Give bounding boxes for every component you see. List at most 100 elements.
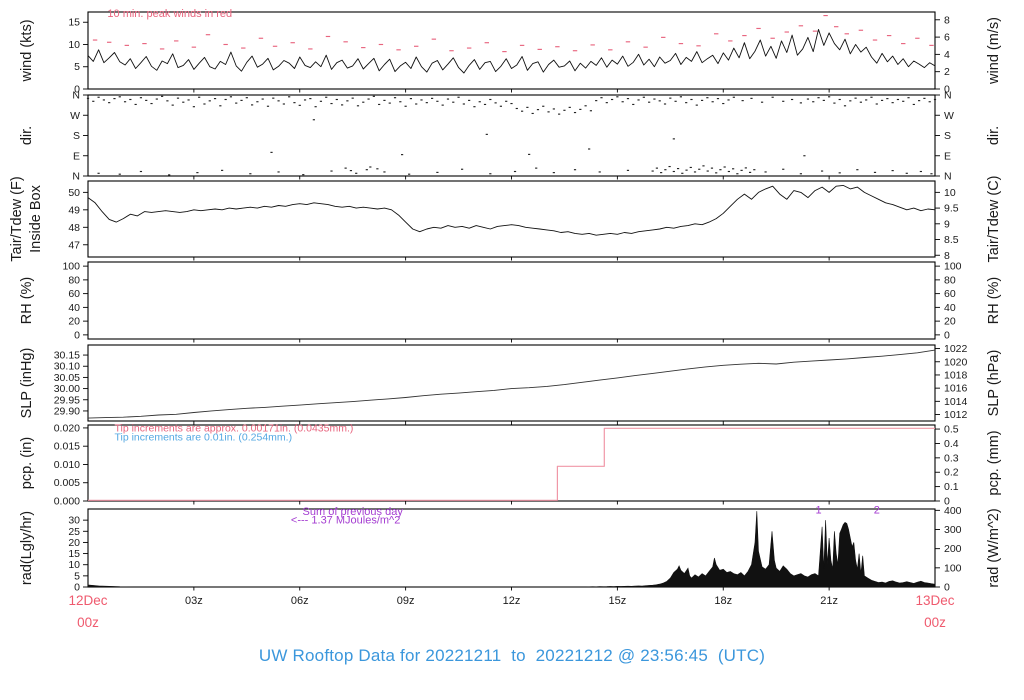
left-tick-label: 5 <box>74 570 80 582</box>
left-axis-title: rad(Lgly/hr) <box>19 511 35 585</box>
left-axis-title: Tair/Tdew (F) <box>9 176 25 261</box>
x-tick-label: 12z <box>503 595 521 607</box>
left-tick-label: 0.005 <box>54 477 80 489</box>
annotation-text: Tip increments are approx. 0.00171in. (0… <box>114 423 353 435</box>
right-axis-title: Tair/Tdew (C) <box>986 175 1002 262</box>
right-tick-label: 9.5 <box>944 203 959 215</box>
series-slp-inhg <box>87 349 936 419</box>
series-radiation-lyhr <box>87 511 936 588</box>
left-axis-title: SLP (inHg) <box>19 348 35 419</box>
annotation-text: <--- 1.37 MJoules/m^2 <box>291 514 400 526</box>
right-tick-label: 80 <box>944 274 956 286</box>
x-tick-label: 18z <box>714 595 732 607</box>
left-tick-label: 29.90 <box>54 405 80 417</box>
right-tick-label: 1016 <box>944 383 968 395</box>
left-tick-label: 48 <box>68 222 80 234</box>
x-edge-date-label: 12Dec <box>68 593 107 608</box>
right-axis-title: RH (%) <box>986 277 1002 325</box>
panel-sea-level-pressure: 29.9029.9530.0030.0530.1030.151012101410… <box>19 343 1002 425</box>
right-tick-label: 0 <box>944 329 950 341</box>
right-axis-title: dir. <box>986 126 1002 145</box>
left-tick-label: 30.10 <box>54 361 80 373</box>
panel-frame <box>87 508 936 588</box>
right-tick-label: 1020 <box>944 356 968 368</box>
right-tick-label: 4 <box>944 49 950 61</box>
right-tick-label: 1018 <box>944 369 968 381</box>
right-tick-label: 20 <box>944 316 956 328</box>
right-axis-title: SLP (hPa) <box>986 350 1002 417</box>
x-tick-label: 06z <box>291 595 309 607</box>
left-tick-label: 15 <box>68 17 80 29</box>
panel-air-temperature: 47 48 49 50 8 8.5 9 9.5 10 Tair/Tdew (F) Inside Bo… <box>9 175 1002 262</box>
series-wind-direction-deg <box>86 95 937 176</box>
right-tick-label: 8 <box>944 250 950 262</box>
panel-precipitation: 0.000 0.005 0.010 0.015 0.020 0 0.1 0.2 0.3 0.4 0.… <box>19 422 1002 507</box>
right-tick-label: 8 <box>944 14 950 26</box>
left-tick-label: 0 <box>74 84 80 96</box>
left-axis-title: pcp. (in) <box>19 437 35 489</box>
x-tick-label: 03z <box>185 595 203 607</box>
x-edge-date-label: 13Dec <box>915 593 954 608</box>
right-tick-label: 40 <box>944 302 956 314</box>
panel-wind-speed: 0 5 10 15 0 2 4 6 8 wind (kts) wind (m/s) 10 min. p… <box>19 8 1002 96</box>
left-tick-label: E <box>73 150 80 162</box>
x-edge-hour-label: 00z <box>77 615 99 630</box>
left-tick-label: 0.010 <box>54 459 80 471</box>
right-tick-label: 0 <box>944 84 950 96</box>
annotation-text: Tip increments are 0.01in. (0.254mm.) <box>114 431 292 443</box>
left-axis-title: dir. <box>19 126 35 145</box>
left-tick-label: 10 <box>68 559 80 571</box>
left-tick-label: 30.05 <box>54 372 80 384</box>
right-tick-label: 60 <box>944 288 956 300</box>
right-tick-label: 0.2 <box>944 467 959 479</box>
right-tick-label: W <box>944 110 954 122</box>
right-tick-label: 200 <box>944 543 962 555</box>
right-tick-label: 1014 <box>944 396 968 408</box>
series-wind-speed-kts <box>87 28 936 74</box>
right-tick-label: 0.3 <box>944 452 959 464</box>
left-tick-label: 60 <box>68 288 80 300</box>
left-tick-label: S <box>73 130 80 142</box>
left-tick-label: 10 <box>68 39 80 51</box>
left-tick-label: 25 <box>68 526 80 538</box>
annotation-text: 2 <box>874 504 880 516</box>
right-axis-title: rad (W/m^2) <box>986 508 1002 587</box>
x-tick-label: 09z <box>397 595 415 607</box>
chart-title: UW Rooftop Data for 20221211 to 20221212… <box>258 646 766 665</box>
left-tick-label: 15 <box>68 548 80 560</box>
left-tick-label: 0 <box>74 582 80 594</box>
right-axis-title: pcp. (mm) <box>986 430 1002 495</box>
left-tick-label: 5 <box>74 61 80 73</box>
left-tick-label: 20 <box>68 316 80 328</box>
left-tick-label: 80 <box>68 274 80 286</box>
panel-frame <box>87 180 936 258</box>
right-tick-label: 1022 <box>944 343 968 355</box>
left-tick-label: 30.00 <box>54 383 80 395</box>
left-tick-label: 0.020 <box>54 422 80 434</box>
right-axis-title: wind (m/s) <box>986 17 1002 85</box>
left-axis-title: RH (%) <box>19 277 35 325</box>
panel-frame <box>87 261 936 340</box>
right-tick-label: 6 <box>944 32 950 44</box>
left-tick-label: N <box>72 171 80 183</box>
right-tick-label: 2 <box>944 66 950 78</box>
annotation-text: 1 <box>815 504 821 516</box>
annotation-text: Sum of previous day <box>303 506 404 518</box>
right-tick-label: 10 <box>944 187 956 199</box>
right-tick-label: 0.1 <box>944 481 959 493</box>
right-tick-label: N <box>944 90 952 102</box>
left-tick-label: 0.000 <box>54 496 80 508</box>
series-tair-f <box>87 184 936 236</box>
right-tick-label: 0.5 <box>944 424 959 436</box>
right-tick-label: S <box>944 130 951 142</box>
annotation-text: 10 min. peak winds in red <box>107 8 232 20</box>
left-tick-label: 100 <box>62 261 80 273</box>
x-edge-hour-label: 00z <box>924 615 946 630</box>
right-tick-label: 400 <box>944 505 962 517</box>
series-peak-winds-10min <box>92 14 934 53</box>
